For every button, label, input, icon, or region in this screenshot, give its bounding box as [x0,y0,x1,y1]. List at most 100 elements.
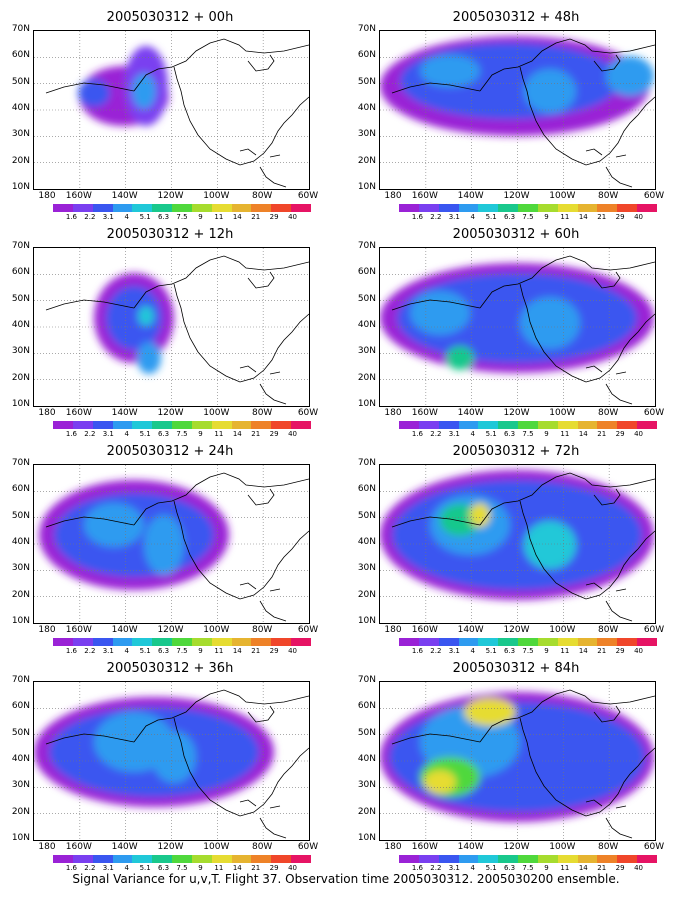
colorbar-swatch [191,855,212,863]
colorbar-swatch [112,204,133,212]
coastline [391,299,481,311]
map-canvas [380,465,655,623]
colorbar-label: 21 [597,213,607,221]
colorbar-swatch [92,638,113,646]
colorbar-swatch [53,421,73,429]
latitude-label: 40N [11,754,30,764]
colorbar-swatch [458,204,479,212]
latitude-label: 30N [357,346,376,357]
colorbar-swatch [231,638,252,646]
map-canvas [34,248,309,406]
colorbar-label: 5.1 [139,647,151,655]
colorbar-swatch [597,204,618,212]
longitude-label: 180 [384,842,402,852]
colorbar-swatch [418,421,439,429]
longitude-label: 100W [549,842,576,852]
colorbar-swatch [597,855,618,863]
variance-contour [470,503,490,527]
colorbar-swatch [557,638,578,646]
latitude-label: 30N [11,563,30,574]
colorbar-swatch [72,421,93,429]
latitude-label: 40N [11,537,30,547]
coastline [593,705,621,723]
variance-contour [106,286,162,350]
longitude-label: 160W [411,408,438,418]
colorbar-swatch [271,855,292,863]
coastline [239,582,281,592]
colorbar-label: 40 [634,430,644,438]
colorbar-label: 7.5 [176,213,188,221]
colorbar-swatch [518,204,538,212]
colorbar-label: 40 [288,213,298,221]
longitude-label: 180 [384,625,402,635]
colorbar-swatch [458,855,479,863]
colorbar-label: 21 [597,430,607,438]
colorbar [399,638,657,646]
longitude-label: 80W [251,191,273,201]
colorbar-swatch [251,638,272,646]
colorbar-swatch [577,855,598,863]
variance-contour [144,515,184,575]
colorbar-label: 6.3 [503,213,516,221]
colorbar-label: 14 [232,430,242,438]
coastline [247,271,275,289]
colorbar-label: 3.1 [448,647,460,655]
longitude-label: 60W [643,408,665,418]
coastline [605,166,633,188]
coastline [45,82,135,94]
colorbar-swatch [92,421,113,429]
latitude-label: 30N [11,346,30,357]
coastline [133,472,309,526]
colorbar-label: 5.1 [139,430,151,438]
colorbar-swatch [399,638,419,646]
colorbar [53,421,311,429]
coastline [259,817,287,839]
colorbar-swatch [518,638,538,646]
colorbar-label: 14 [578,430,588,438]
coastline [173,283,309,383]
coastline [133,689,309,743]
colorbar-label: 14 [578,213,588,221]
colorbar-label: 5.1 [139,864,151,872]
colorbar [53,855,311,863]
panel-title: 2005030312 + 60h [452,227,580,242]
colorbar [399,421,657,429]
map-canvas [380,31,655,189]
colorbar-swatch [617,204,638,212]
latitude-label: 60N [11,267,30,278]
colorbar-swatch [132,855,153,863]
latitude-label: 40N [357,320,376,330]
colorbar-swatch [617,855,638,863]
colorbar-label: 3.1 [448,430,460,438]
map-plot [33,30,310,190]
colorbar-label: 1.6 [65,430,77,438]
map-panel: 2005030312 + 36h 70N 60N 50N 40N 30N 20N 10N 180… [12,661,323,876]
latitude-label: 40N [357,103,376,113]
longitude-label: 80W [251,625,273,635]
colorbar-swatch [438,204,459,212]
latitude-label: 10N [357,616,376,626]
map-canvas [34,31,309,189]
map-panel: 2005030312 + 48h 70N 60N 50N 40N 30N 20N 10N 180… [358,10,669,225]
colorbar-swatch [231,421,252,429]
map-canvas [34,465,309,623]
map-plot [33,681,310,841]
colorbar-label: 14 [232,647,242,655]
colorbar-label: 3.1 [448,213,460,221]
longitude-label: 100W [203,842,230,852]
longitude-label: 60W [297,191,319,201]
map-canvas [380,682,655,840]
latitude-label: 20N [11,806,30,817]
colorbar-label: 29 [615,864,625,872]
colorbar-label: 5.1 [485,647,497,655]
variance-contour [440,504,480,536]
map-panel: 2005030312 + 60h 70N 60N 50N 40N 30N 20N 10N 180… [358,227,669,442]
colorbar-swatch [498,855,519,863]
colorbar-label: 6.3 [503,864,516,872]
colorbar-label: 3.1 [102,864,114,872]
latitude-label: 40N [11,103,30,113]
colorbar-swatch [557,855,578,863]
variance-contour [446,346,474,370]
longitude-label: 100W [549,625,576,635]
colorbar-label: 11 [214,430,224,438]
